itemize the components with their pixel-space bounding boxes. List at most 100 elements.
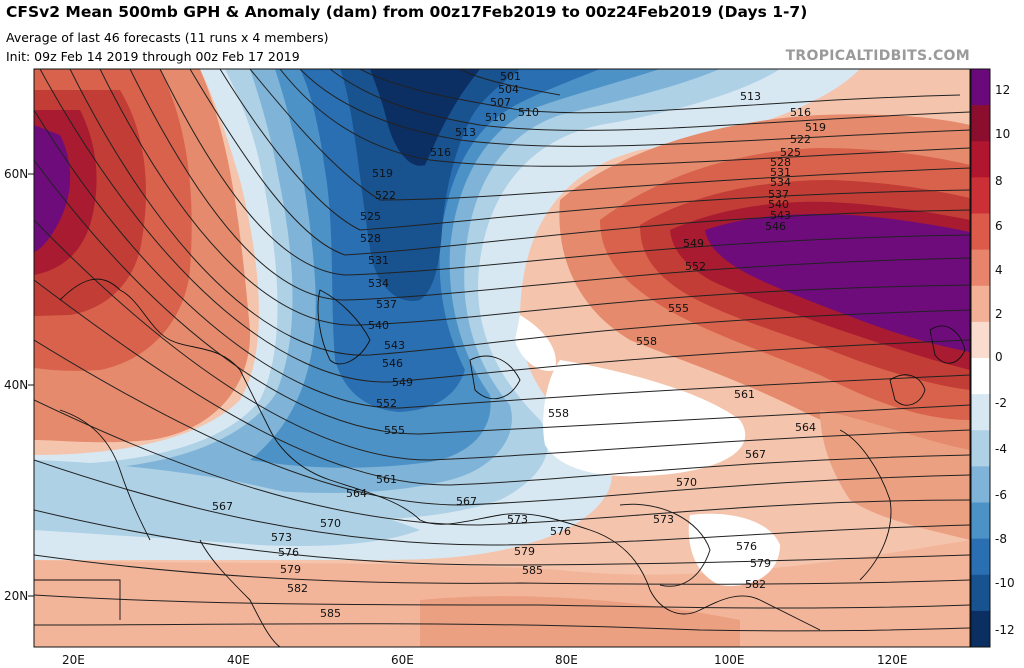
colorbar-swatch [971, 502, 990, 540]
contour-label: 546 [765, 220, 786, 233]
lon-label-20e: 20E [62, 653, 85, 667]
contour-label: 507 [490, 96, 511, 109]
contour-label: 525 [780, 146, 801, 159]
colorbar-swatch [971, 105, 990, 142]
contour-label: 576 [550, 525, 571, 538]
colorbar-swatch [971, 574, 990, 612]
contour-label: 540 [768, 198, 789, 211]
colorbar-tick-label: 12 [995, 83, 1010, 97]
contour-label: 531 [368, 254, 389, 267]
contour-label: 510 [485, 111, 506, 124]
contour-label: 522 [375, 189, 396, 202]
contour-label: 552 [685, 260, 706, 273]
contour-label: 573 [507, 513, 528, 526]
contour-label: 558 [548, 407, 569, 420]
contour-label: 585 [320, 607, 341, 620]
colorbar-swatch [971, 177, 990, 214]
contour-label: 549 [683, 237, 704, 250]
colorbar-swatch [971, 430, 990, 467]
colorbar-swatch [971, 394, 990, 431]
contour-label: 501 [500, 70, 521, 83]
contour-label: 567 [745, 448, 766, 461]
colorbar-swatch [971, 321, 990, 359]
colorbar-swatch [971, 213, 990, 251]
contour-label: 558 [636, 335, 657, 348]
contour-label: 549 [392, 376, 413, 389]
contour-label: 567 [456, 495, 477, 508]
contour-label: 576 [736, 540, 757, 553]
contour-label: 573 [653, 513, 674, 526]
lat-label-20n: 20N [4, 589, 28, 603]
colorbar-swatch [971, 141, 990, 178]
contour-label: 528 [770, 156, 791, 169]
contour-label: 519 [372, 167, 393, 180]
colorbar-swatch [971, 285, 990, 323]
colorbar-swatch [971, 249, 990, 287]
contour-label: 564 [346, 487, 367, 500]
contour-label: 570 [676, 476, 697, 489]
contour-label: 546 [382, 357, 403, 370]
colorbar-swatch [971, 466, 990, 503]
colorbar-tick-label: 6 [995, 219, 1003, 233]
map-subtitle-ensemble: Average of last 46 forecasts (11 runs x … [6, 30, 329, 45]
colorbar-swatch [971, 538, 990, 576]
lon-label-100e: 100E [714, 653, 745, 667]
colorbar-tick-label: 8 [995, 174, 1003, 188]
colorbar-tick-label: -12 [995, 623, 1015, 637]
contour-label: 510 [518, 106, 539, 119]
contour-label: 573 [271, 531, 292, 544]
contour-label: 564 [795, 421, 816, 434]
map-subtitle-init: Init: 09z Feb 14 2019 through 00z Feb 17… [6, 49, 300, 64]
contour-label: 531 [770, 166, 791, 179]
contour-label: 567 [212, 500, 233, 513]
lon-label-120e: 120E [877, 653, 908, 667]
lat-label-40n: 40N [4, 378, 28, 392]
contour-label: 534 [770, 176, 791, 189]
colorbar-tick-label: 4 [995, 263, 1003, 277]
contour-label: 537 [376, 298, 397, 311]
contour-label: 534 [368, 277, 389, 290]
contour-label: 519 [805, 121, 826, 134]
colorbar-tick-label: -4 [995, 442, 1007, 456]
colorbar-tick-label: 0 [995, 350, 1003, 364]
contour-label: 513 [455, 126, 476, 139]
colorbar-swatch [971, 610, 990, 648]
contour-label: 579 [750, 557, 771, 570]
colorbar-swatch [971, 69, 990, 106]
contour-label: 528 [360, 232, 381, 245]
contour-label: 543 [770, 209, 791, 222]
anomaly-fill [34, 69, 970, 647]
contour-label: 522 [790, 133, 811, 146]
contour-label: 585 [522, 564, 543, 577]
colorbar-tick-label: 10 [995, 127, 1010, 141]
contour-label: 525 [360, 210, 381, 223]
coastlines [34, 278, 966, 647]
contour-label: 516 [430, 146, 451, 159]
contour-label: 513 [740, 90, 761, 103]
contour-label: 576 [278, 546, 299, 559]
brand-watermark: TROPICALTIDBITS.COM [785, 48, 970, 64]
colorbar-tick-label: -6 [995, 488, 1007, 502]
contour-label: 582 [745, 578, 766, 591]
lat-label-60n: 60N [4, 167, 28, 181]
colorbar [970, 68, 991, 648]
lon-label-40e: 40E [227, 653, 250, 667]
contour-label: 504 [498, 83, 519, 96]
map-title: CFSv2 Mean 500mb GPH & Anomaly (dam) fro… [6, 3, 808, 21]
contour-label: 555 [668, 302, 689, 315]
contour-label: 561 [734, 388, 755, 401]
contour-label: 540 [368, 319, 389, 332]
contour-label: 552 [376, 397, 397, 410]
map-frame [33, 68, 971, 648]
colorbar-tick-label: -8 [995, 532, 1007, 546]
lon-label-80e: 80E [555, 653, 578, 667]
colorbar-swatch [971, 358, 990, 395]
contour-label: 543 [384, 339, 405, 352]
colorbar-frame [970, 68, 991, 648]
colorbar-tick-label: -2 [995, 396, 1007, 410]
contour-label: 537 [768, 188, 789, 201]
contour-label: 570 [320, 517, 341, 530]
colorbar-tick-label: -10 [995, 576, 1015, 590]
contour-label: 561 [376, 473, 397, 486]
